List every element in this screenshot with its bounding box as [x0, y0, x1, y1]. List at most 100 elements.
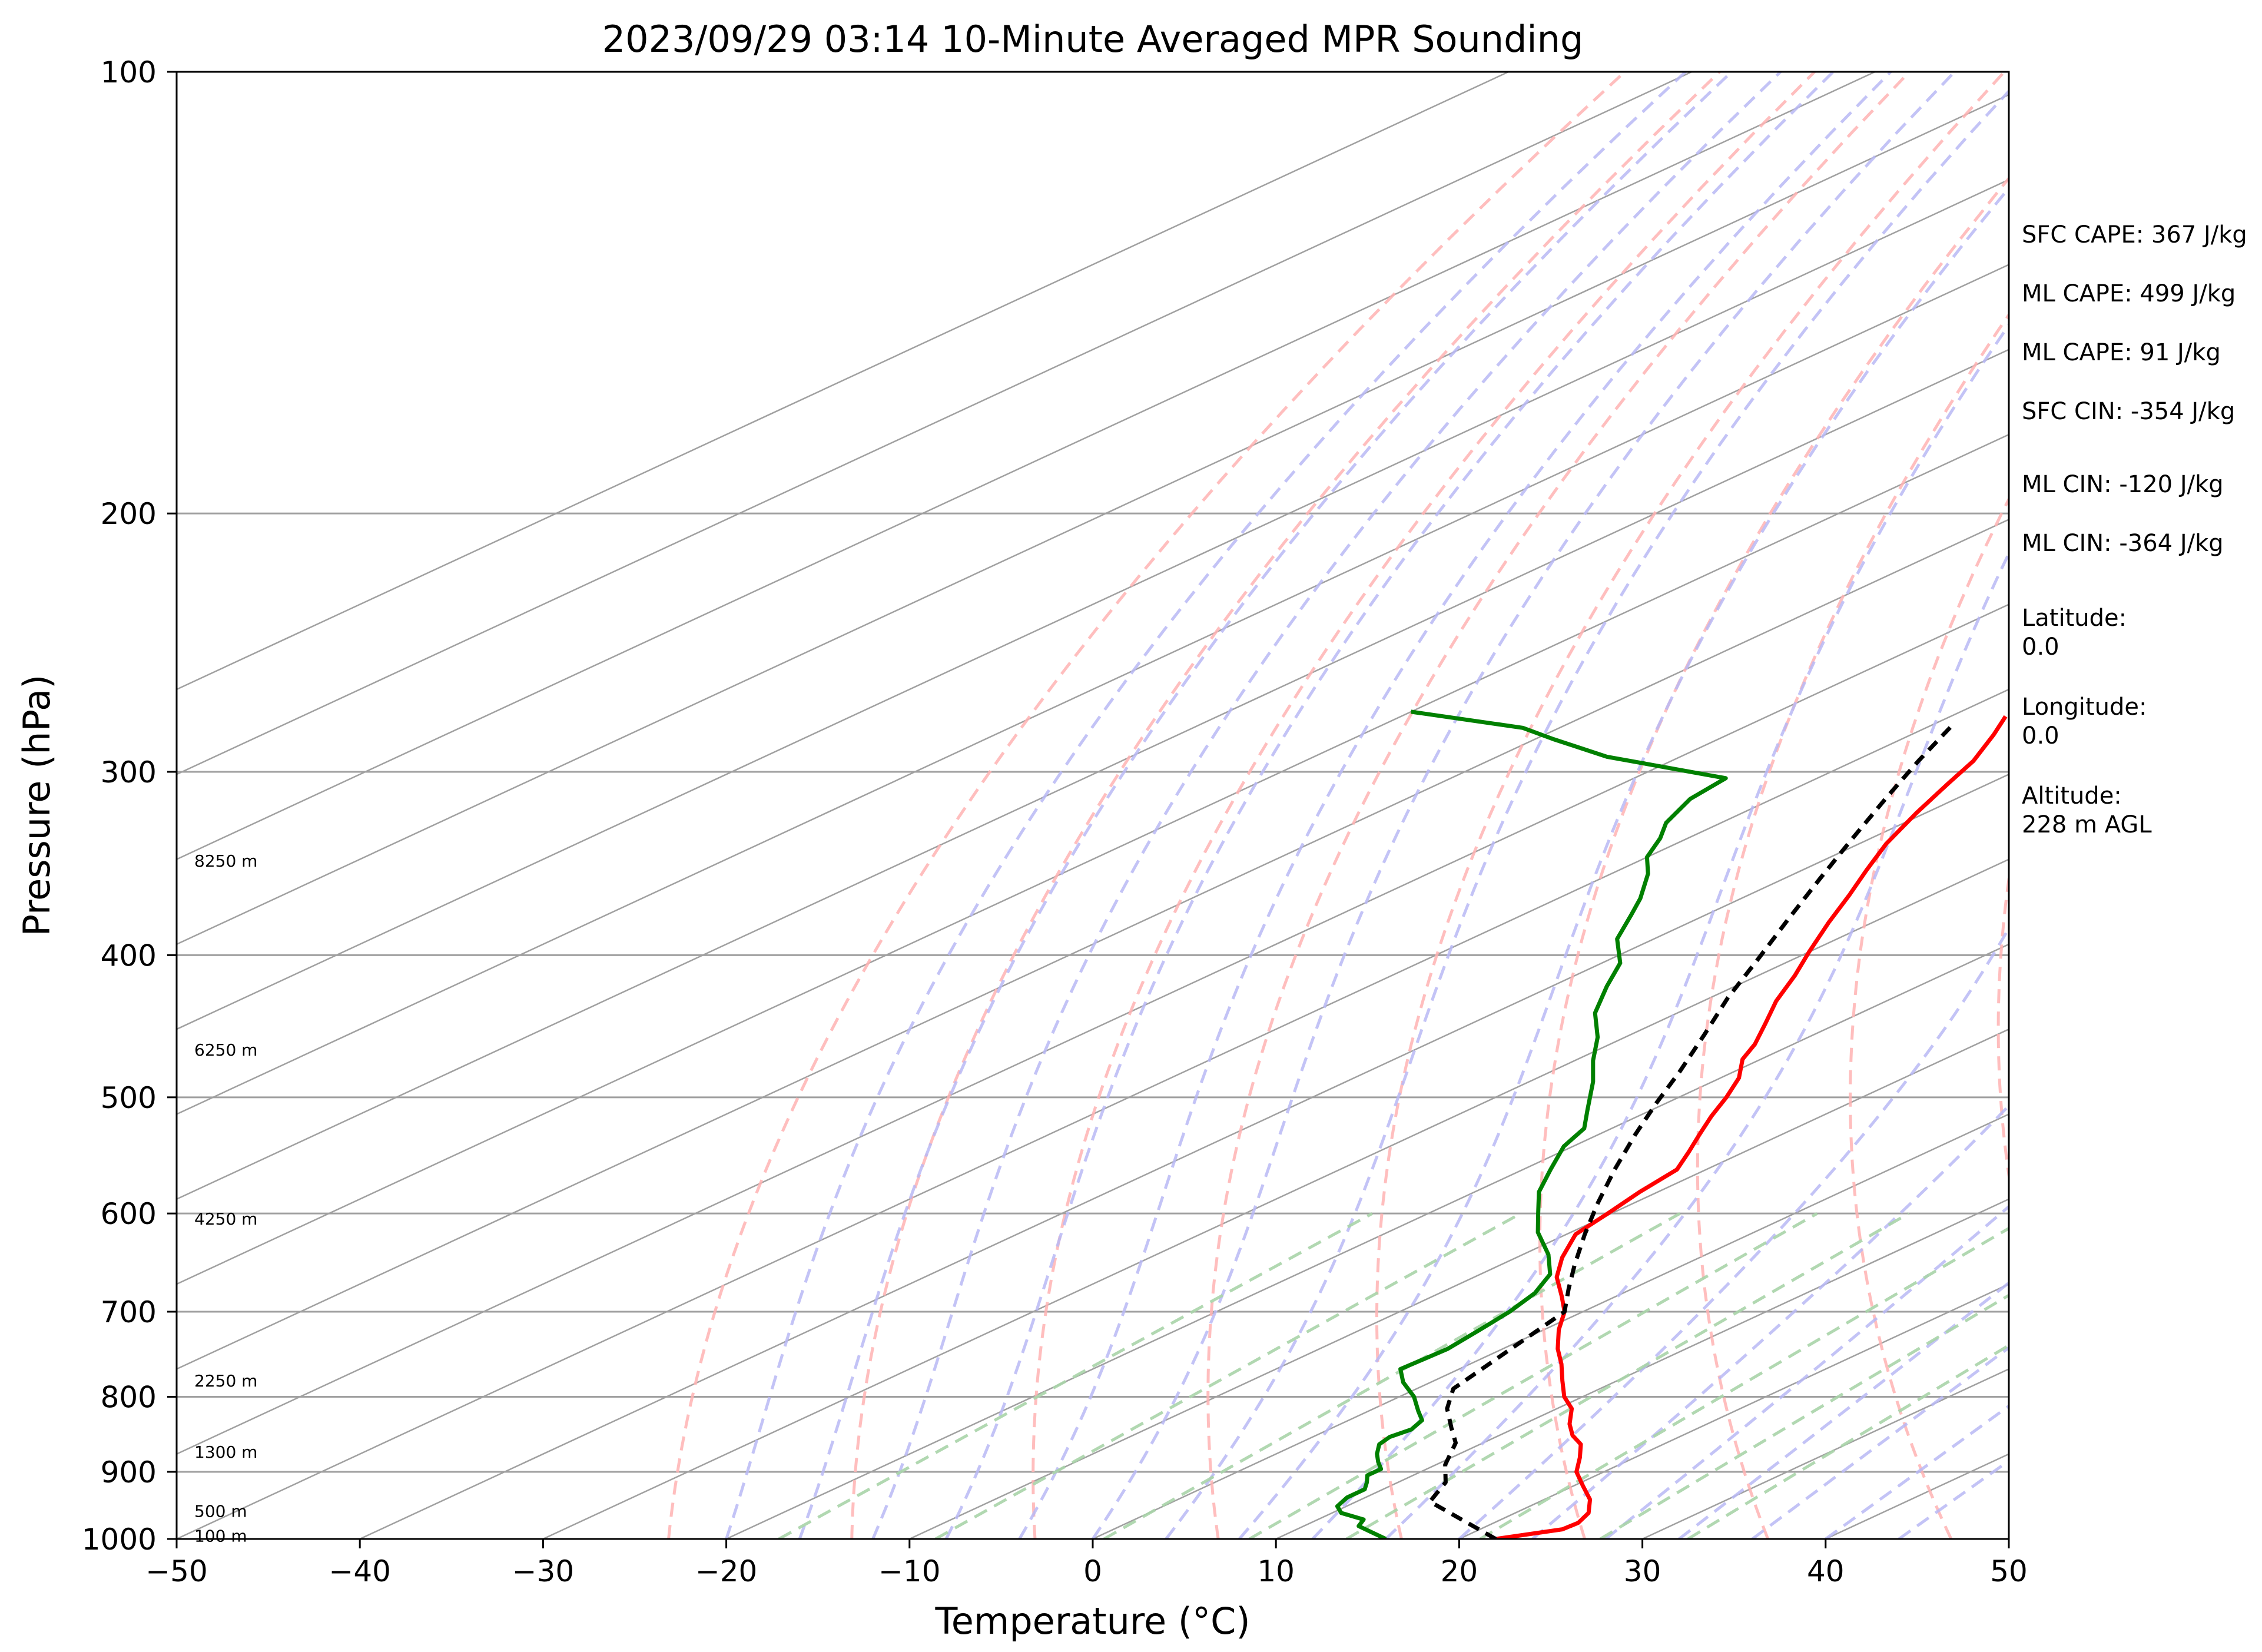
- x-tick-label: 10: [1257, 1554, 1295, 1588]
- isotherm-line: [359, 773, 2009, 1539]
- y-tick-label: 300: [101, 755, 157, 789]
- x-axis-label: Temperature (°C): [934, 1600, 1250, 1643]
- dewpoint-line: [1335, 709, 1728, 1539]
- parcel-path-line: [1428, 722, 1956, 1539]
- x-tick-label: −10: [878, 1554, 941, 1588]
- y-tick-label: 100: [101, 55, 157, 89]
- x-tick-label: 40: [1807, 1554, 1845, 1588]
- moist-adiabat-line: [1604, 1205, 2009, 1539]
- mixing-ratio-line: [1479, 1226, 2009, 1539]
- isotherm-line: [177, 94, 2009, 946]
- moist-adiabat-line: [798, 72, 1733, 1539]
- moist-adiabat-line: [725, 72, 1687, 1539]
- height-label: 4250 m: [194, 1209, 257, 1229]
- y-tick-label: 800: [101, 1381, 157, 1415]
- x-tick-label: −50: [145, 1554, 208, 1588]
- mixing-ratio-line: [778, 1212, 1373, 1539]
- isotherm-line: [177, 72, 1692, 775]
- moist-adiabat-line: [1458, 925, 2009, 1539]
- moist-adiabat-line: [1091, 72, 1956, 1539]
- height-label: 1300 m: [194, 1442, 257, 1462]
- isotherm-line: [177, 433, 2009, 1285]
- x-tick-label: 20: [1441, 1554, 1478, 1588]
- background-lines: [177, 72, 2009, 1539]
- height-label: 100 m: [194, 1527, 247, 1546]
- isotherm-line: [909, 1028, 2009, 1539]
- y-tick-label: 200: [101, 497, 157, 531]
- sounding-indices-panel: SFC CAPE: 367 J/kg ML CAPE: 499 J/kg ML CA…: [2022, 221, 2247, 838]
- location-label: Latitude:: [2022, 605, 2127, 632]
- mixing-ratio-line: [1599, 1293, 2009, 1539]
- sounding-index: SFC CAPE: 367 J/kg: [2022, 221, 2247, 248]
- moist-adiabat-line: [1311, 323, 2009, 1539]
- dry-adiabat-line: [1032, 72, 1816, 1539]
- temperature-line: [1495, 715, 2008, 1539]
- isotherm-line: [177, 72, 1876, 860]
- dry-adiabat-line: [1206, 72, 1911, 1539]
- moist-adiabat-line: [1385, 550, 2009, 1539]
- mixing-ratio-line: [1248, 1212, 1818, 1539]
- y-tick-label: 700: [101, 1295, 157, 1329]
- location-value: 0.0: [2022, 633, 2059, 661]
- y-axis-label: Pressure (hPa): [15, 675, 58, 937]
- isotherm-line: [177, 603, 2009, 1455]
- y-tick-label: 600: [101, 1197, 157, 1231]
- isotherm-line: [177, 178, 2009, 1030]
- x-tick-label: −40: [329, 1554, 391, 1588]
- moist-adiabat-line: [1238, 185, 2009, 1539]
- dry-adiabat-line: [850, 72, 1721, 1539]
- height-label: 500 m: [194, 1501, 247, 1521]
- isotherm-line: [177, 72, 1509, 691]
- isotherm-line: [177, 518, 2009, 1370]
- mixing-ratio-line: [1687, 1344, 2009, 1539]
- y-axis-ticks: 100 200 300 400 500 600 700 800 900 1000: [82, 55, 177, 1557]
- x-axis-ticks: −50 −40 −30 −20 −10 0 10 20 30 40 50: [145, 1539, 2028, 1588]
- dry-adiabat-line: [1696, 312, 2009, 1539]
- sounding-index: ML CIN: -364 J/kg: [2022, 530, 2224, 557]
- isotherm-line: [542, 858, 2009, 1539]
- dry-adiabat-line: [1849, 496, 2009, 1539]
- sounding-index: ML CAPE: 499 J/kg: [2022, 280, 2236, 307]
- mixing-ratio-line: [934, 1212, 1522, 1539]
- sounding-index: ML CIN: -120 J/kg: [2022, 471, 2224, 498]
- sounding-series: [1335, 709, 2008, 1539]
- x-tick-label: 0: [1083, 1554, 1102, 1588]
- height-labels: 100 m 500 m 1300 m 2250 m 4250 m 6250 m 8250 m: [194, 851, 257, 1545]
- mixing-ratio-line: [1345, 1212, 1910, 1539]
- location-label: Longitude:: [2022, 694, 2147, 721]
- x-tick-label: −30: [512, 1554, 575, 1588]
- isotherm-line: [177, 349, 2009, 1200]
- sounding-index: SFC CIN: -354 J/kg: [2022, 398, 2235, 425]
- location-value: 228 m AGL: [2022, 811, 2152, 838]
- dry-adiabat-line: [667, 72, 1626, 1539]
- y-tick-label: 900: [101, 1455, 157, 1490]
- location-value: 0.0: [2022, 722, 2059, 749]
- dry-adiabat-line: [1375, 72, 2006, 1539]
- isotherm-line: [177, 264, 2009, 1115]
- isotherm-line: [1458, 1283, 2009, 1539]
- height-label: 2250 m: [194, 1371, 257, 1391]
- y-tick-label: 1000: [82, 1522, 157, 1557]
- moist-adiabat-line: [1678, 1281, 2009, 1539]
- mixing-ratio-line: [1103, 1212, 1681, 1539]
- moist-adiabat-line: [1018, 72, 1892, 1539]
- height-label: 8250 m: [194, 851, 257, 871]
- sounding-index: ML CAPE: 91 J/kg: [2022, 339, 2221, 366]
- chart-title: 2023/09/29 03:14 10-Minute Averaged MPR …: [602, 18, 1584, 61]
- y-tick-label: 500: [101, 1081, 157, 1115]
- plot-frame: [175, 71, 2010, 1540]
- moist-adiabat-line: [871, 72, 1782, 1539]
- x-tick-label: −20: [695, 1554, 758, 1588]
- location-label: Altitude:: [2022, 782, 2122, 810]
- x-tick-label: 50: [1990, 1554, 2028, 1588]
- x-tick-label: 30: [1624, 1554, 1661, 1588]
- moist-adiabat-line: [944, 72, 1835, 1539]
- dry-adiabat-line: [1996, 869, 2009, 1185]
- isotherm-line: [1275, 1198, 2009, 1539]
- moist-adiabat-line: [1165, 89, 2009, 1539]
- dry-adiabat-line: [1538, 176, 2009, 1539]
- isotherm-line: [726, 943, 2009, 1539]
- height-label: 6250 m: [194, 1040, 257, 1060]
- y-tick-label: 400: [101, 938, 157, 973]
